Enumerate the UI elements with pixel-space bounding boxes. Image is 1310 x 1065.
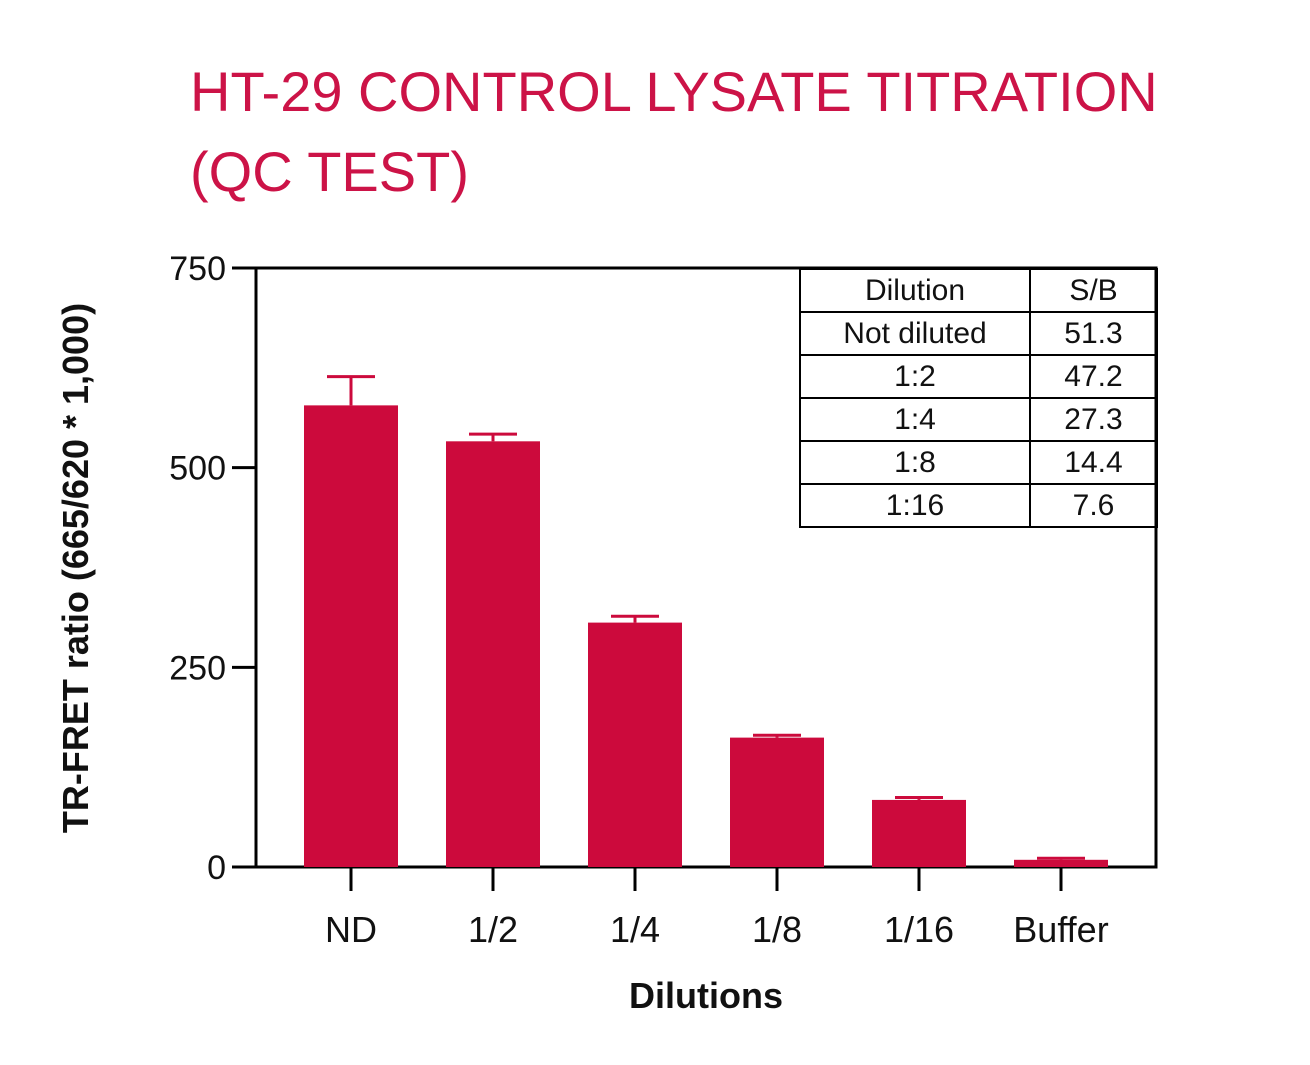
table-cell-dilution: 1:8 — [799, 440, 1031, 485]
table-header-sb: S/B — [1029, 268, 1158, 313]
bar — [588, 622, 682, 867]
table-row: 1:4 27.3 — [799, 397, 1158, 442]
y-tick-label: 0 — [207, 849, 226, 887]
table-row: 1:8 14.4 — [799, 440, 1158, 485]
plot-frame — [254, 266, 1158, 869]
x-tick-label: 1/2 — [468, 909, 518, 950]
chart-title-line-2: (QC TEST) — [190, 140, 469, 203]
bar — [1014, 859, 1108, 867]
y-axis-label: TR-FRET ratio (665/620 * 1,000) — [55, 302, 96, 834]
bar — [872, 799, 966, 867]
table-cell-dilution: Not diluted — [799, 311, 1031, 356]
table-header-dilution: Dilution — [799, 268, 1031, 313]
x-tick-label: 1/8 — [752, 909, 802, 950]
x-tick-label: 1/16 — [884, 909, 954, 950]
table-cell-sb: 27.3 — [1029, 397, 1158, 442]
table-cell-dilution: 1:2 — [799, 354, 1031, 399]
table-cell-dilution: 1:4 — [799, 397, 1031, 442]
table-cell-sb: 47.2 — [1029, 354, 1158, 399]
signal-to-background-table: Dilution S/B Not diluted 51.3 1:2 47.2 1… — [799, 268, 1158, 528]
x-tick-label: ND — [325, 909, 377, 950]
table-cell-sb: 51.3 — [1029, 311, 1158, 356]
chart-title-line-1: HT-29 CONTROL LYSATE TITRATION — [190, 60, 1158, 123]
x-axis-label: Dilutions — [629, 975, 783, 1016]
bar — [730, 737, 824, 867]
table-cell-sb: 7.6 — [1029, 483, 1158, 528]
bar — [446, 441, 540, 867]
table-row: Not diluted 51.3 — [799, 311, 1158, 356]
table-row: 1:16 7.6 — [799, 483, 1158, 528]
table-cell-sb: 14.4 — [1029, 440, 1158, 485]
y-tick-label: 750 — [169, 250, 226, 288]
bar — [304, 405, 398, 867]
table-cell-dilution: 1:16 — [799, 483, 1031, 528]
table-header-row: Dilution S/B — [799, 268, 1158, 313]
x-tick-label: 1/4 — [610, 909, 660, 950]
x-tick-label: Buffer — [1013, 909, 1108, 950]
y-tick-label: 500 — [169, 450, 226, 488]
chart-title: HT-29 CONTROL LYSATE TITRATION (QC TEST) — [190, 52, 1290, 212]
table-row: 1:2 47.2 — [799, 354, 1158, 399]
y-tick-label: 250 — [169, 649, 226, 687]
